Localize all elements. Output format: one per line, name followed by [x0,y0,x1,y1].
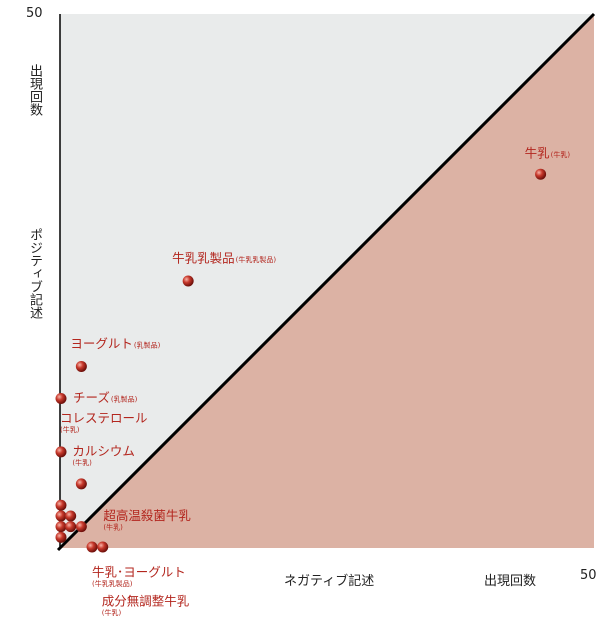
point-label: 牛乳乳製品 [172,251,235,266]
point-label: ヨーグルト [70,336,133,351]
data-point [535,168,547,180]
point-sublabel: (牛乳) [72,458,92,467]
y-axis-title-bottom: ポジティブ記述 [26,228,42,319]
point-sublabel: (牛乳) [102,608,122,616]
data-point [65,521,77,533]
labels-layer: 牛乳 (牛乳)牛乳乳製品 (牛乳乳製品)ヨーグルト (乳製品)チーズ (乳製品)コレステ… [60,146,571,617]
data-point [55,446,67,458]
data-point [75,521,87,533]
point-sublabel: (牛乳) [551,150,571,159]
data-point [97,541,109,553]
point-sublabel: (乳製品) [134,340,161,349]
data-point [75,478,87,490]
y-max-label: 50 [26,6,43,21]
data-point [55,521,67,533]
point-sublabel: (牛乳) [60,425,80,434]
data-point [182,275,194,287]
x-max-label: 50 [580,568,597,583]
diagonal-line [56,12,596,552]
point-label: 牛乳 [525,146,550,161]
point-sublabel: (牛乳) [103,523,123,532]
data-point [55,499,67,511]
data-point [86,541,98,553]
x-axis-title-right: 出現回数 [484,574,537,589]
points-layer [55,168,547,553]
point-sublabel: (乳製品) [111,394,138,403]
point-label: カルシウム [72,443,135,458]
data-point [55,531,67,543]
data-point [55,510,67,522]
data-point [55,392,67,404]
point-label: 成分無調整牛乳 [102,594,190,609]
y-axis-title-top: 出現回数 [26,64,42,116]
point-label: 牛乳･ヨーグルト [92,565,186,580]
point-label: 超高温殺菌牛乳 [103,508,191,523]
point-label: チーズ [73,390,110,405]
point-sublabel: (牛乳乳製品) [92,579,133,588]
data-point [65,510,77,522]
point-label: コレステロール [60,410,148,425]
data-point [75,360,87,372]
point-sublabel: (牛乳乳製品) [236,255,277,264]
x-axis-title-left: ネガティブ記述 [284,574,375,589]
